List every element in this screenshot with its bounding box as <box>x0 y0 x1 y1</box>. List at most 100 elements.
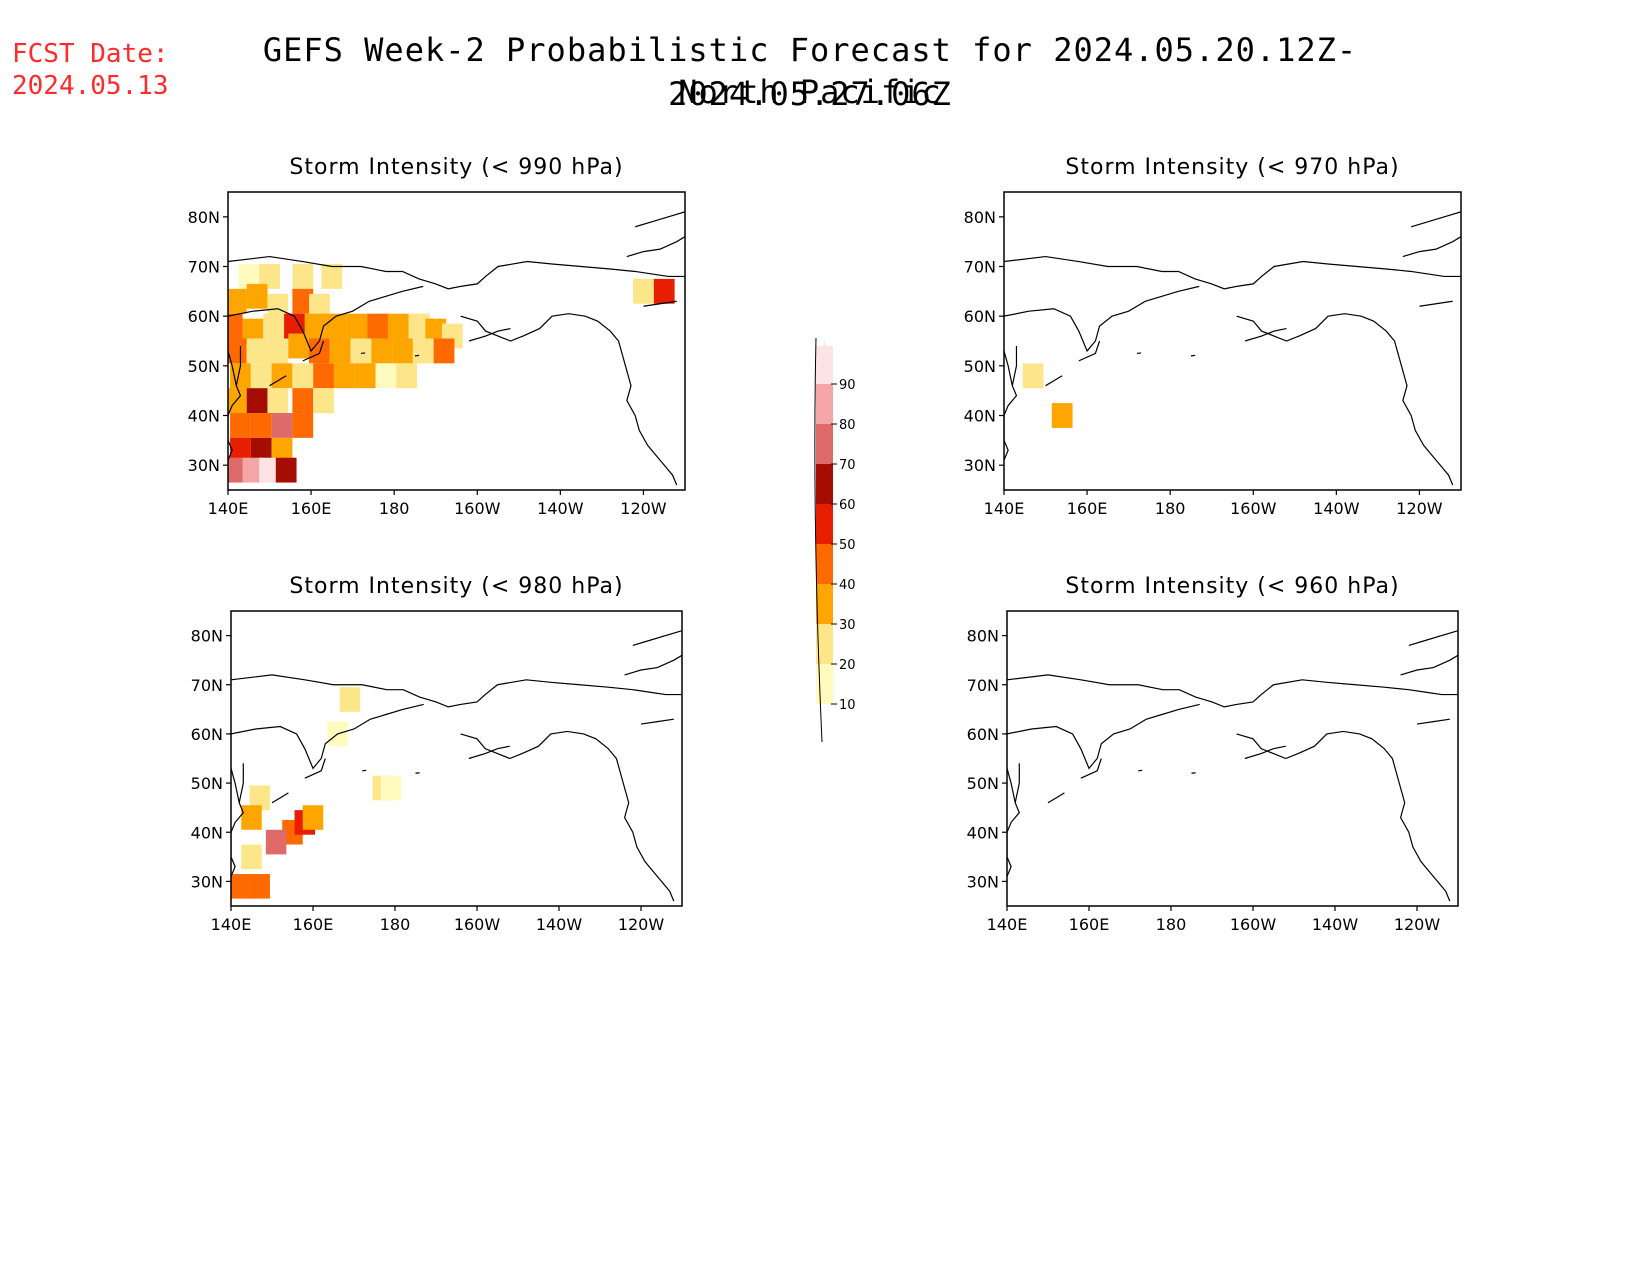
map-panel-p960: Storm Intensity (< 960 hPa) 140E 160E 180 16… <box>967 574 1459 934</box>
coastline <box>231 768 244 877</box>
probability-cell <box>246 338 268 364</box>
x-tick-label: 120W <box>1394 915 1441 934</box>
x-tick-label: 180 <box>379 499 410 518</box>
coastline <box>460 313 678 486</box>
coastline <box>231 674 682 708</box>
probability-cell <box>433 338 455 364</box>
probability-cell <box>302 805 324 830</box>
coastline <box>228 350 242 461</box>
probability-cell <box>249 785 270 811</box>
page-title: GEFS Week-2 Probabilistic Forecast for 2… <box>262 31 1358 113</box>
colorbar-swatch <box>816 504 833 544</box>
coastline <box>1078 340 1101 362</box>
coastline <box>1007 674 1458 708</box>
probability-cell <box>250 363 272 389</box>
colorbar-label: 90 <box>839 378 856 393</box>
probability-cell <box>238 264 260 289</box>
x-tick-label: 180 <box>1156 915 1187 934</box>
coastline <box>643 300 677 307</box>
colorbar-swatch <box>816 384 833 424</box>
y-tick-label: 70N <box>191 676 223 695</box>
coastline <box>1416 718 1450 725</box>
probability-cell <box>249 874 270 899</box>
probability-cell <box>425 318 447 344</box>
probability-cell <box>633 278 654 304</box>
coastline <box>235 345 242 386</box>
panel-title: Storm Intensity (< 960 hPa) <box>1065 574 1399 599</box>
panels-layer: Storm Intensity (< 990 hPa) 140E 160E 180 16… <box>188 155 1462 934</box>
coastline <box>238 763 244 803</box>
probability-cell <box>242 457 264 483</box>
probability-cell <box>371 338 393 364</box>
x-tick-label: 160W <box>454 499 501 518</box>
probability-cell <box>271 413 293 438</box>
colorbar-label: 50 <box>839 538 856 553</box>
map-frame <box>230 610 683 907</box>
coastline <box>1244 327 1287 342</box>
coastline <box>1007 703 1200 770</box>
y-tick-label: 70N <box>967 676 999 695</box>
x-tick-label: 160W <box>1230 915 1277 934</box>
coastline <box>1408 630 1458 646</box>
y-tick-label: 30N <box>964 456 996 475</box>
panel-title: Storm Intensity (< 970 hPa) <box>1065 155 1399 180</box>
probability-cell <box>284 313 305 339</box>
probability-cell <box>380 775 402 801</box>
probability-cell <box>265 829 287 855</box>
coastline <box>1011 345 1018 386</box>
probability-cell <box>292 264 314 289</box>
probability-cell <box>228 313 243 339</box>
colorbar-label: 80 <box>839 418 856 433</box>
probability-cell <box>228 457 247 483</box>
coastline <box>1014 763 1020 803</box>
probability-cell <box>228 338 247 364</box>
colorbar-label: 70 <box>839 458 856 473</box>
probability-cell <box>321 264 343 289</box>
y-tick-label: 80N <box>964 208 996 227</box>
panel-title: Storm Intensity (< 990 hPa) <box>289 155 623 180</box>
y-tick-label: 40N <box>188 407 220 426</box>
probability-cell <box>309 338 330 364</box>
probability-cell <box>396 363 418 389</box>
coastline <box>468 327 511 342</box>
probability-field <box>228 264 675 483</box>
probability-cell <box>267 338 289 364</box>
coastline <box>1400 654 1458 676</box>
coastline <box>1419 300 1453 307</box>
x-tick-label: 180 <box>1155 499 1186 518</box>
x-tick-label: 140E <box>208 499 249 518</box>
y-tick-label: 30N <box>967 872 999 891</box>
colorbar-swatch <box>816 424 833 464</box>
coastlines <box>231 630 682 902</box>
probability-field <box>231 687 402 899</box>
coastline <box>1410 211 1461 228</box>
probability-cell <box>1051 403 1073 428</box>
coastline <box>1004 255 1461 290</box>
probability-cell <box>259 264 280 289</box>
colorbar-outline <box>814 337 823 743</box>
map-panel-p980: Storm Intensity (< 980 hPa) 140E 160E 180 16… <box>191 574 683 934</box>
y-tick-label: 40N <box>191 823 223 842</box>
x-tick-label: 140E <box>211 915 252 934</box>
probability-cell <box>271 437 293 463</box>
coastlines <box>1004 211 1461 486</box>
coastline <box>1244 745 1286 760</box>
y-tick-label: 80N <box>967 627 999 646</box>
probability-cell <box>354 363 376 389</box>
colorbar-label: 60 <box>839 498 856 513</box>
coastline <box>1047 792 1065 804</box>
coastline <box>271 792 289 804</box>
y-tick-label: 30N <box>188 456 220 475</box>
y-tick-label: 50N <box>964 357 996 376</box>
y-tick-label: 60N <box>964 307 996 326</box>
probability-cell <box>309 293 330 319</box>
x-tick-label: 140W <box>1313 499 1360 518</box>
probability-cell <box>292 413 314 438</box>
probability-cell <box>263 313 285 339</box>
probability-cell <box>292 363 314 389</box>
coastline <box>632 630 682 646</box>
fcst-label: FCST Date: <box>12 39 169 69</box>
probability-cell <box>246 283 268 309</box>
colorbar-label: 30 <box>839 618 856 633</box>
probability-cell <box>267 293 289 319</box>
